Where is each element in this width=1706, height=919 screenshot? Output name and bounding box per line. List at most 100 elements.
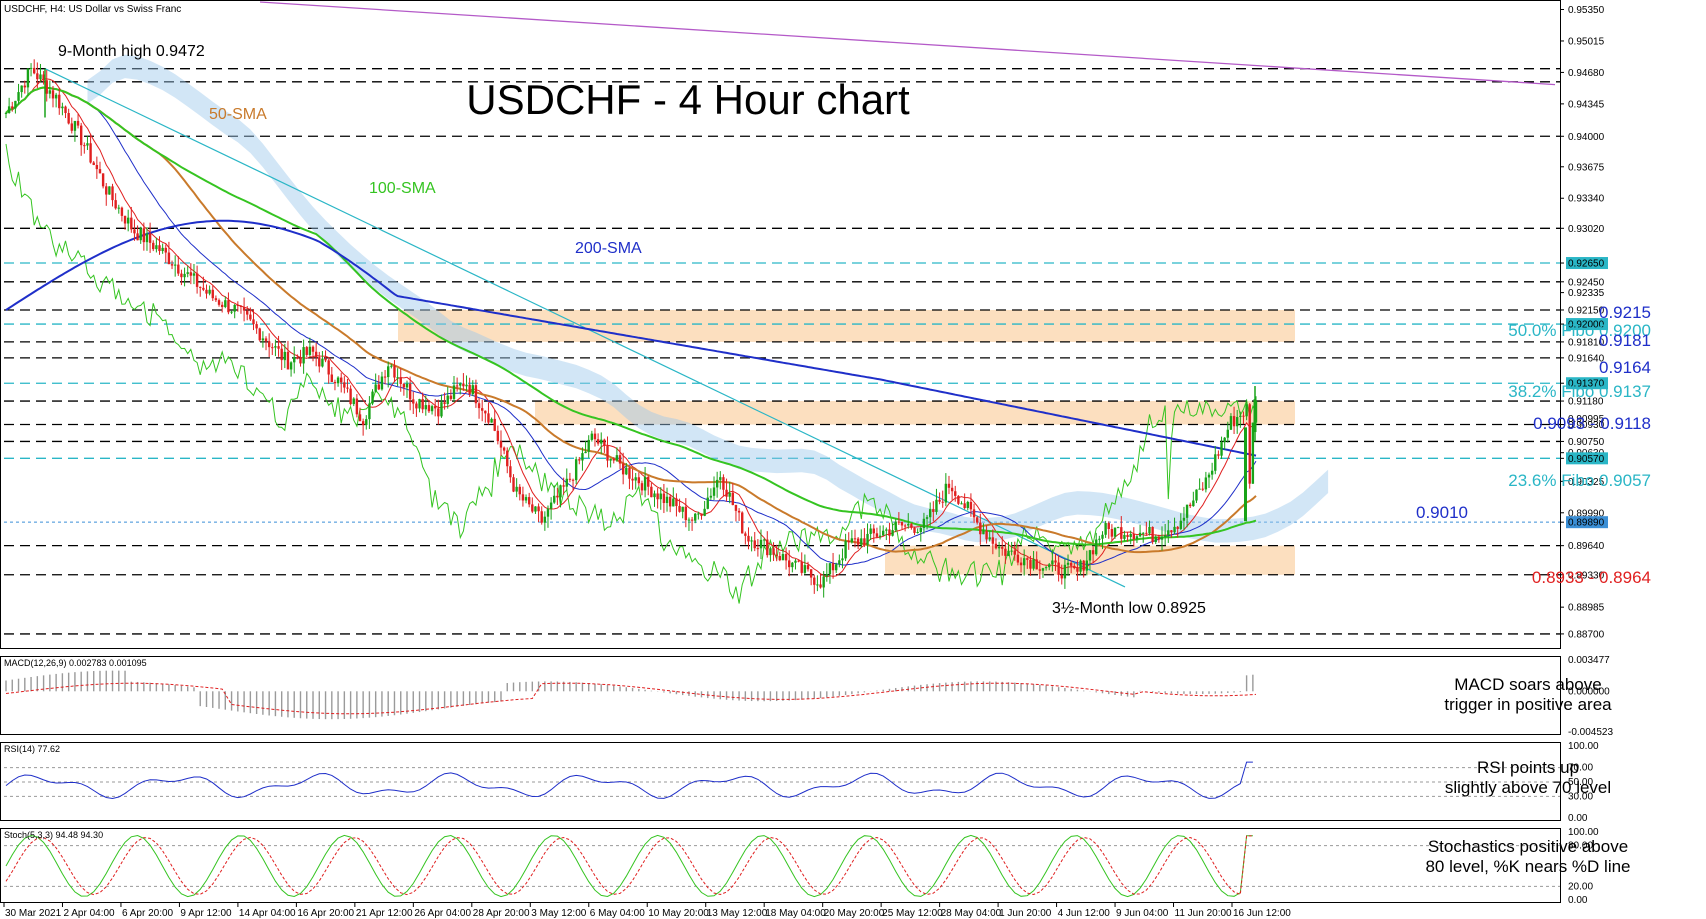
candle-body — [1220, 442, 1223, 456]
candle-body — [1007, 550, 1010, 556]
candle-body — [242, 307, 246, 311]
candle-body — [1010, 550, 1013, 552]
candle-body — [581, 453, 584, 461]
candle-body — [1060, 575, 1063, 579]
candle-body — [1069, 562, 1073, 566]
candle-body — [346, 387, 349, 389]
candle-body — [872, 528, 875, 534]
candle-body — [922, 518, 926, 529]
candle-body — [797, 560, 800, 562]
y-tick-label: 0.92450 — [1568, 277, 1605, 288]
candle-body — [358, 414, 362, 422]
candle-body — [371, 391, 374, 404]
candle-body — [731, 492, 735, 506]
candle-body — [1170, 530, 1173, 533]
candle-body — [1138, 532, 1142, 537]
candle-body — [678, 506, 681, 512]
candle-body — [875, 533, 879, 537]
candle-body — [825, 574, 829, 577]
candle-body — [145, 233, 149, 243]
candle-body — [972, 509, 976, 518]
candle-body — [490, 418, 493, 423]
sma100-line — [5, 86, 1257, 546]
candle-body — [1123, 534, 1126, 539]
candle-body — [1223, 437, 1226, 443]
candle-body — [421, 399, 424, 410]
y-tick-label: 0.90995 — [1568, 414, 1605, 425]
stoch-d-line — [5, 835, 1253, 896]
candle-body — [966, 501, 969, 509]
candle-body — [152, 242, 155, 250]
candle-body — [173, 264, 177, 266]
candle-body — [499, 441, 503, 448]
candle-body — [684, 506, 688, 521]
x-tick-label: 10 May 20:00 — [648, 908, 709, 919]
candle-body — [402, 383, 406, 388]
candle-body — [1198, 488, 1201, 490]
candle-body — [180, 273, 183, 278]
rsi-tick-label: 100.00 — [1568, 741, 1599, 752]
candle-body — [1095, 539, 1098, 555]
candle-body — [690, 519, 694, 521]
candle-body — [480, 408, 484, 411]
candle-body — [117, 207, 120, 209]
candle-body — [612, 458, 615, 461]
candle-body — [1229, 416, 1233, 430]
candle-body — [1253, 399, 1257, 433]
y-tick-highlight — [1566, 377, 1608, 390]
candle-body — [92, 162, 95, 165]
candle-body — [399, 377, 402, 384]
candle-body — [954, 491, 957, 496]
candle-body — [637, 477, 641, 484]
stoch-panel-frame — [0, 828, 1561, 903]
candle-body — [39, 74, 42, 80]
y-tick-label: 0.90570 — [1568, 454, 1605, 465]
candle-body — [1210, 470, 1214, 475]
candle-body — [1113, 527, 1117, 537]
candle-body — [994, 543, 998, 549]
candle-body — [120, 207, 124, 216]
candle-body — [377, 384, 381, 390]
y-tick-label: 0.92650 — [1568, 259, 1605, 270]
candle-body — [1057, 562, 1060, 576]
label-zone1: 0.9093 - 0.9118 — [1533, 414, 1651, 433]
candle-body — [1126, 534, 1129, 538]
candle-body — [794, 560, 797, 563]
candle-body — [502, 447, 506, 451]
candle-body — [900, 521, 904, 526]
x-tick-label: 9 Apr 12:00 — [180, 908, 232, 919]
candle-body — [1148, 527, 1151, 534]
candle-body — [7, 106, 11, 113]
candle-body — [593, 433, 597, 440]
candle-body — [847, 540, 850, 543]
candle-body — [515, 486, 518, 492]
candle-body — [76, 120, 80, 126]
candle-body — [800, 561, 803, 573]
candle-body — [1022, 558, 1026, 566]
candle-body — [1207, 474, 1211, 478]
candle-body — [130, 217, 133, 230]
rsi-tick-label: 70.00 — [1568, 763, 1593, 774]
y-tick-label: 0.93020 — [1568, 224, 1605, 235]
candle-body — [681, 506, 684, 512]
candle-body — [105, 186, 108, 195]
y-tick-label: 0.95015 — [1568, 36, 1605, 47]
candle-body — [628, 467, 631, 479]
candle-body — [982, 530, 985, 535]
candle-body — [239, 305, 243, 308]
candle-body — [368, 403, 371, 420]
candle-body — [625, 467, 628, 475]
candle-body — [437, 408, 440, 417]
candle-body — [778, 555, 782, 561]
rsi-comment-2: slightly above 70 level — [1445, 778, 1611, 797]
label-9215: 0.9215 — [1599, 303, 1651, 322]
candle-body — [907, 524, 910, 526]
candle-body — [249, 314, 252, 320]
candle-body — [158, 245, 161, 252]
candle-body — [1129, 533, 1132, 538]
macd-panel-frame — [0, 656, 1561, 735]
candle-body — [1098, 538, 1101, 540]
candle-body — [838, 560, 841, 565]
candle-body — [1101, 534, 1104, 539]
candle-body — [161, 247, 164, 252]
